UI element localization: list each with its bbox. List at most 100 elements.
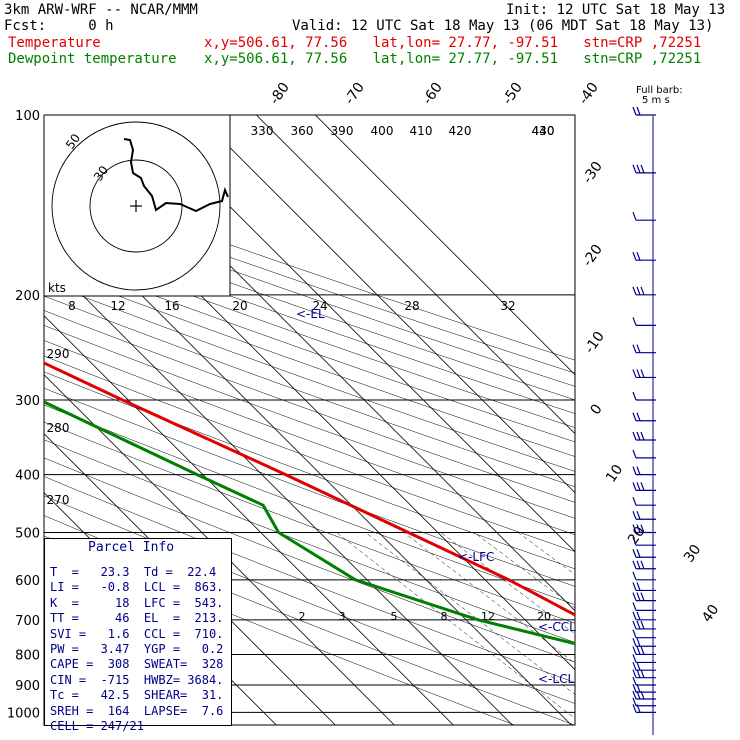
pressure-label-1000: 1000 — [7, 706, 40, 721]
wind-barb-feather — [636, 164, 641, 174]
wind-barb-feather — [632, 611, 637, 621]
theta-left-label: 290 — [47, 347, 70, 361]
wind-barb-feather — [632, 582, 637, 591]
forecast-hour: Fcst: 0 h — [4, 18, 114, 34]
pressure-label-100: 100 — [15, 109, 40, 124]
isotherm — [44, 433, 336, 725]
pressure-label-600: 600 — [15, 574, 40, 589]
temp-label: 0 — [588, 401, 606, 417]
mixing-ratio-label: 12 — [110, 299, 125, 313]
isotherm — [44, 256, 513, 725]
dry-adiabat — [44, 476, 575, 683]
wind-barb-feather — [632, 683, 637, 693]
dry-adiabat — [44, 240, 575, 428]
temp-label: -20 — [580, 242, 606, 270]
pressure-label-800: 800 — [15, 648, 40, 663]
mixing-ratio-lower-label: 5 — [391, 610, 398, 623]
wind-barb-feather — [636, 511, 641, 520]
parcel-info-row: T = 23.3 Td = 22.4 — [50, 565, 217, 579]
dry-adiabat — [44, 214, 575, 401]
temp-label: 30 — [681, 542, 704, 566]
dry-adiabat — [44, 404, 575, 605]
valid-time: Valid: 12 UTC Sat 18 May 13 (06 MDT Sat … — [292, 18, 714, 34]
wind-barb-feather — [636, 620, 641, 630]
theta-left-label: 270 — [47, 493, 70, 507]
wind-barb-feather — [636, 106, 641, 116]
mixing-ratio-line — [365, 532, 575, 695]
parcel-info-title: Parcel Info — [88, 540, 175, 555]
temp-label: -80 — [267, 80, 293, 108]
wind-barb-feather — [640, 369, 645, 378]
theta-label: 330 — [251, 124, 274, 138]
temp-label: 10 — [603, 462, 626, 486]
mixing-ratio-lower-label: 3 — [339, 610, 346, 623]
annotation: <-LCL — [538, 672, 574, 686]
wind-barb-feather — [636, 251, 641, 261]
init-time: Init: 12 UTC Sat 18 May 13 — [506, 2, 726, 18]
temp-label: -50 — [500, 80, 526, 108]
wind-barb-feather — [636, 638, 641, 647]
mixing-ratio-label: 20 — [232, 299, 247, 313]
wind-barb-feather — [632, 511, 637, 520]
wind-barb-feather — [632, 286, 637, 296]
wind-barb-feather — [632, 466, 637, 475]
wind-barb-feather — [636, 683, 641, 693]
wind-barb-feather — [632, 412, 637, 421]
theta-label: 360 — [291, 124, 314, 138]
pressure-label-400: 400 — [15, 469, 40, 484]
parcel-info-row: TT = 46 EL = 213. — [50, 611, 224, 626]
dry-adiabat — [44, 189, 575, 374]
dry-adiabat — [44, 355, 575, 552]
parcel-info-row: LI = -0.8 LCL = 863. — [50, 580, 224, 595]
dry-adiabat — [44, 295, 575, 488]
wind-barb-feather — [632, 211, 637, 221]
wind-barb-feather — [632, 524, 637, 533]
wind-barb-feather — [636, 560, 641, 569]
dewpoint-profile — [44, 400, 575, 646]
temp-label: -70 — [342, 80, 368, 108]
wind-barbs — [632, 106, 656, 735]
wind-barb-feather — [636, 369, 641, 378]
temp-label: -10 — [582, 329, 608, 357]
isotherm — [138, 115, 575, 553]
wind-barb-feather — [640, 286, 645, 296]
wind-barb-feather — [636, 524, 641, 533]
wind-barb-feather — [636, 661, 641, 671]
wind-barb-feather — [632, 646, 637, 655]
wind-barb-feather — [632, 344, 637, 353]
wind-barb-feather — [632, 676, 637, 686]
wind-barb-feather — [640, 646, 645, 655]
wind-barb-feather — [636, 431, 641, 441]
annotation: Full barb: — [636, 85, 683, 96]
temp-label: -30 — [580, 159, 606, 187]
pressure-label-500: 500 — [15, 527, 40, 542]
wind-barb-feather — [632, 690, 637, 700]
parcel-info-row: PW = 3.47 YGP = 0.2 — [50, 642, 224, 656]
parcel-info-row: Tc = 42.5 SHEAR= 31. — [50, 688, 224, 703]
annotation: <-CCL — [538, 620, 576, 634]
theta-label: 400 — [371, 124, 394, 138]
wind-barb-feather — [632, 602, 637, 611]
wind-barb-feather — [636, 646, 641, 655]
parcel-info-box — [44, 538, 232, 726]
wind-barb-feather — [632, 560, 637, 569]
wind-barb-feather — [632, 638, 637, 647]
wind-barb-feather — [640, 164, 645, 174]
dry-adiabat — [44, 254, 575, 443]
wind-barb-feather — [632, 536, 637, 546]
temp-label: -60 — [420, 80, 446, 108]
wind-barb-feather — [632, 164, 637, 174]
wind-barb-feather — [632, 369, 637, 378]
wind-barb-feather — [632, 654, 637, 663]
dry-adiabat — [44, 227, 575, 414]
wind-barb-feather — [636, 549, 641, 558]
wind-barb-feather — [632, 106, 637, 116]
theta-label: 440 — [532, 124, 555, 138]
mixing-ratio-lower-label: 8 — [441, 610, 448, 623]
hodograph-ring — [89, 159, 183, 253]
wind-barb-feather — [632, 391, 637, 401]
legend-dewpoint: Dewpoint temperature — [8, 51, 177, 67]
isotherm — [44, 315, 454, 725]
wind-barb-feather — [632, 697, 637, 706]
